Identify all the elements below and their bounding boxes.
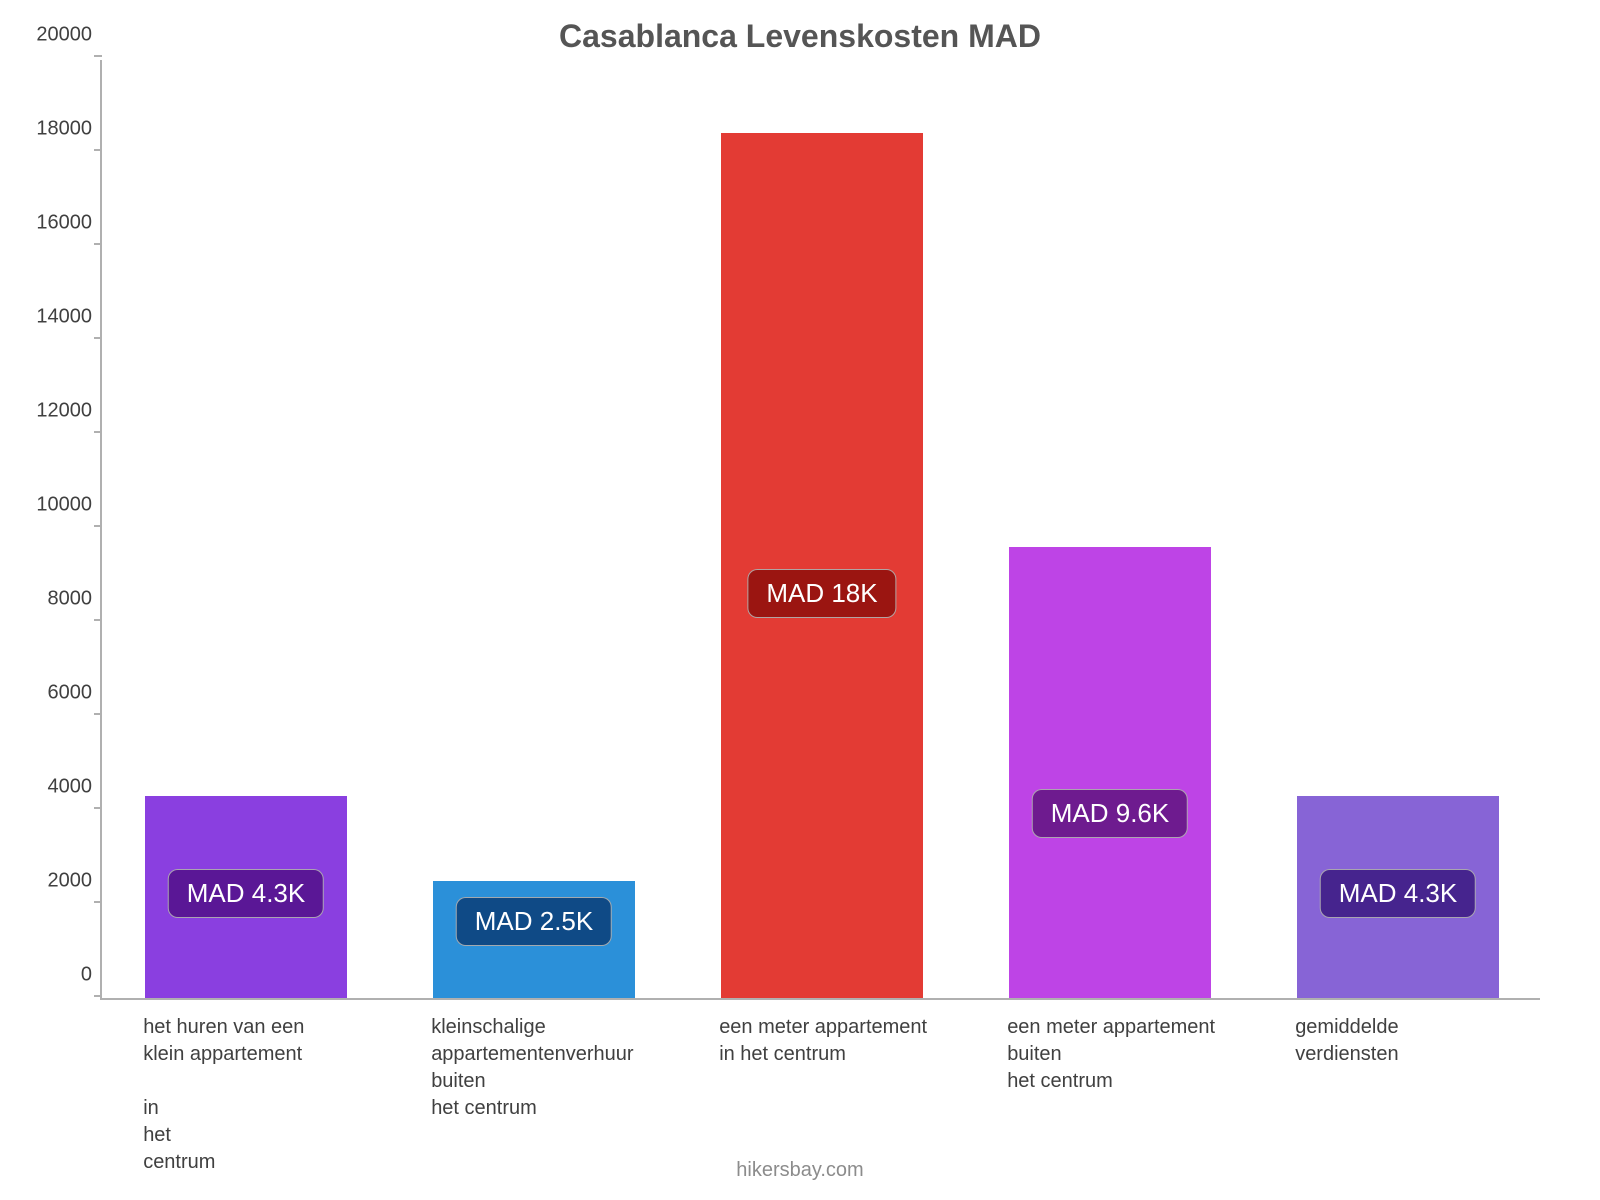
y-tick-mark (94, 337, 102, 339)
plot-area: 0200040006000800010000120001400016000180… (100, 60, 1540, 1000)
y-tick-mark (94, 807, 102, 809)
credit-text: hikersbay.com (0, 1159, 1600, 1182)
y-tick-label: 8000 (32, 588, 92, 611)
y-tick-label: 16000 (32, 212, 92, 235)
bar-value-label: MAD 4.3K (1320, 869, 1477, 918)
x-category-label: kleinschalige appartementenverhuur buite… (431, 1014, 673, 1122)
x-category-label: gemiddelde verdiensten (1295, 1014, 1537, 1068)
chart-container: Casablanca Levenskosten MAD 020004000600… (0, 0, 1600, 1200)
y-tick-label: 10000 (32, 494, 92, 517)
bar-value-label: MAD 9.6K (1032, 789, 1189, 838)
y-tick-mark (94, 995, 102, 997)
bar: MAD 2.5K (433, 881, 635, 999)
chart-title: Casablanca Levenskosten MAD (0, 18, 1600, 55)
y-tick-mark (94, 619, 102, 621)
y-tick-label: 18000 (32, 118, 92, 141)
x-category-label: een meter appartement buiten het centrum (1007, 1014, 1249, 1095)
y-tick-mark (94, 55, 102, 57)
bar-value-label: MAD 2.5K (456, 897, 613, 946)
y-tick-label: 4000 (32, 776, 92, 799)
bar: MAD 9.6K (1009, 547, 1211, 998)
x-category-label: een meter appartement in het centrum (719, 1014, 961, 1068)
bar: MAD 4.3K (1297, 796, 1499, 998)
y-tick-label: 14000 (32, 306, 92, 329)
y-tick-label: 6000 (32, 682, 92, 705)
bar: MAD 18K (721, 133, 923, 998)
y-tick-mark (94, 525, 102, 527)
y-tick-mark (94, 901, 102, 903)
y-tick-label: 20000 (32, 24, 92, 47)
y-tick-mark (94, 243, 102, 245)
y-tick-label: 2000 (32, 870, 92, 893)
y-tick-mark (94, 149, 102, 151)
bar: MAD 4.3K (145, 796, 347, 998)
y-tick-label: 12000 (32, 400, 92, 423)
y-tick-label: 0 (32, 964, 92, 987)
y-tick-mark (94, 713, 102, 715)
bar-value-label: MAD 4.3K (168, 869, 325, 918)
x-category-label: het huren van een klein appartement in h… (143, 1014, 385, 1176)
y-tick-mark (94, 431, 102, 433)
bar-value-label: MAD 18K (747, 569, 896, 618)
